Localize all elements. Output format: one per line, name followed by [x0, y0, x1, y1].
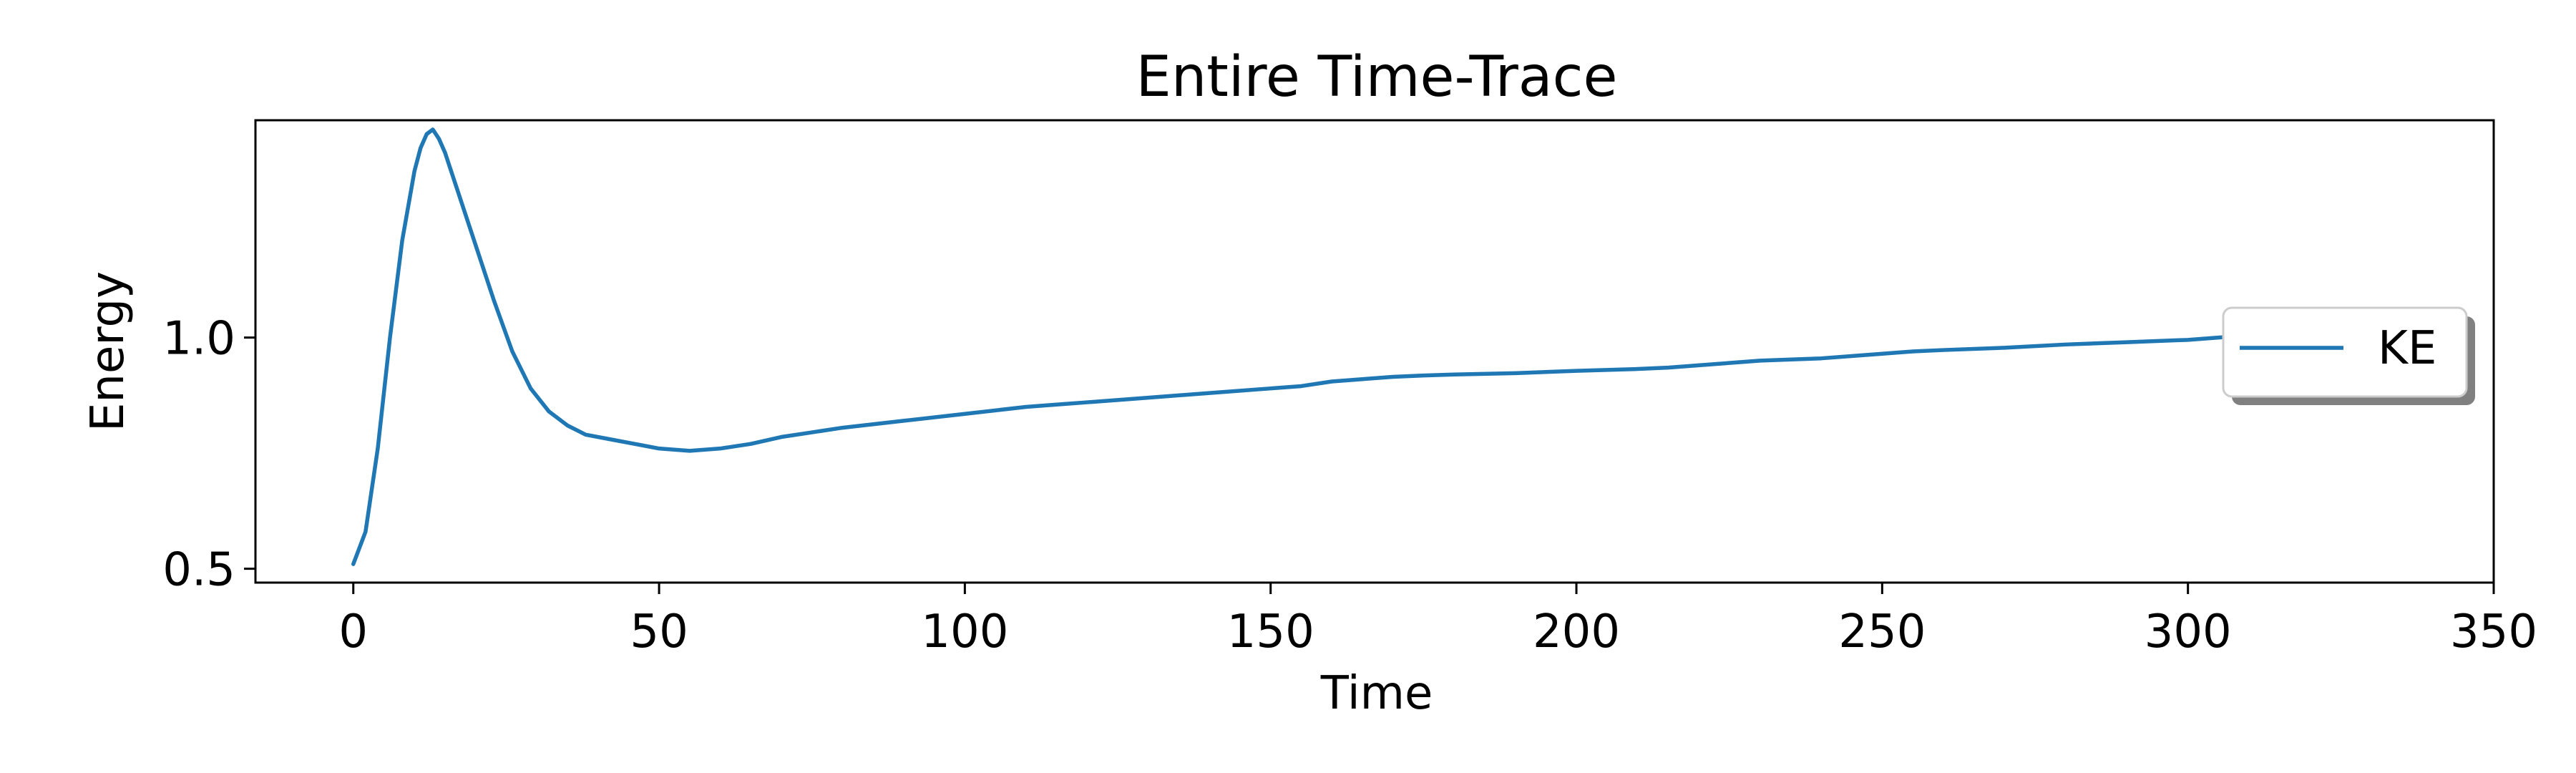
x-tick-label: 50: [630, 606, 688, 658]
x-tick-label: 300: [2145, 606, 2232, 658]
x-tick-label: 0: [338, 606, 368, 658]
x-tick-label: 250: [1838, 606, 1926, 658]
y-tick-label: 1.0: [162, 313, 235, 366]
y-tick-label: 0.5: [162, 544, 235, 597]
legend-box: [2222, 306, 2468, 398]
x-axis-ticks: 0 50 100 150 200 250 300 350: [338, 583, 2537, 658]
y-axis-label: Energy: [82, 271, 135, 432]
chart-title: Entire Time-Trace: [1136, 45, 1618, 110]
plot-frame: [254, 119, 2495, 584]
series-line-ke: [351, 127, 2251, 566]
legend: KE: [2222, 306, 2475, 405]
x-axis-label: Time: [1320, 667, 1433, 720]
plot-area: [255, 120, 2494, 583]
plot-background: [255, 120, 2494, 583]
x-tick-label: 100: [921, 606, 1008, 658]
x-tick-label: 200: [1533, 606, 1620, 658]
x-tick-label: 350: [2450, 606, 2537, 658]
x-tick-label: 150: [1227, 606, 1314, 658]
legend-label-ke: KE: [2378, 322, 2436, 375]
y-axis-ticks: 0.5 1.0: [162, 313, 255, 597]
